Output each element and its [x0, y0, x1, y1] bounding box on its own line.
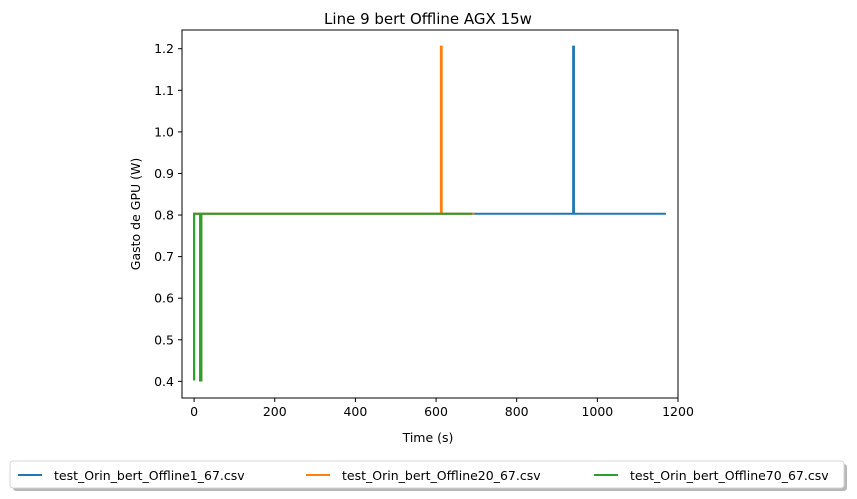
x-tick-label: 200: [263, 404, 287, 419]
x-tick-label: 0: [190, 404, 198, 419]
y-tick-label: 1.2: [154, 41, 174, 56]
y-tick-label: 1.1: [154, 83, 174, 98]
x-tick-label: 800: [505, 404, 529, 419]
y-tick-label: 0.7: [154, 249, 174, 264]
y-tick-label: 0.5: [154, 332, 174, 347]
x-axis-title: Time (s): [402, 430, 454, 445]
legend-frame: [9, 460, 845, 489]
x-tick-label: 400: [343, 404, 367, 419]
y-axis-title: Gasto de GPU (W): [128, 158, 143, 270]
chart-title: Line 9 bert Offline AGX 15w: [324, 10, 532, 28]
y-tick-label: 0.9: [154, 166, 174, 181]
x-tick-label: 1000: [581, 404, 613, 419]
series-line-3: [193, 212, 473, 382]
legend-items: test_Orin_bert_Offline1_67.csv test_Orin_…: [18, 468, 829, 483]
x-axis-ticks: 0 200 400 600 800 1000 1200: [190, 398, 694, 419]
legend-label-1: test_Orin_bert_Offline1_67.csv: [54, 468, 245, 483]
y-axis-ticks: 0.4 0.5 0.6 0.7 0.8 0.9 1.0 1.1 1.2: [154, 41, 182, 389]
legend-label-2: test_Orin_bert_Offline20_67.csv: [342, 468, 541, 483]
y-tick-label: 0.4: [154, 374, 174, 389]
x-tick-label: 600: [424, 404, 448, 419]
plot-area: [181, 29, 679, 399]
y-tick-label: 0.8: [154, 208, 174, 223]
x-tick-label: 1200: [662, 404, 694, 419]
y-tick-label: 1.0: [154, 124, 174, 139]
y-tick-label: 0.6: [154, 291, 174, 306]
legend: test_Orin_bert_Offline1_67.csv test_Orin_…: [9, 460, 847, 491]
legend-label-3: test_Orin_bert_Offline70_67.csv: [630, 468, 829, 483]
series-layer: [193, 45, 666, 382]
